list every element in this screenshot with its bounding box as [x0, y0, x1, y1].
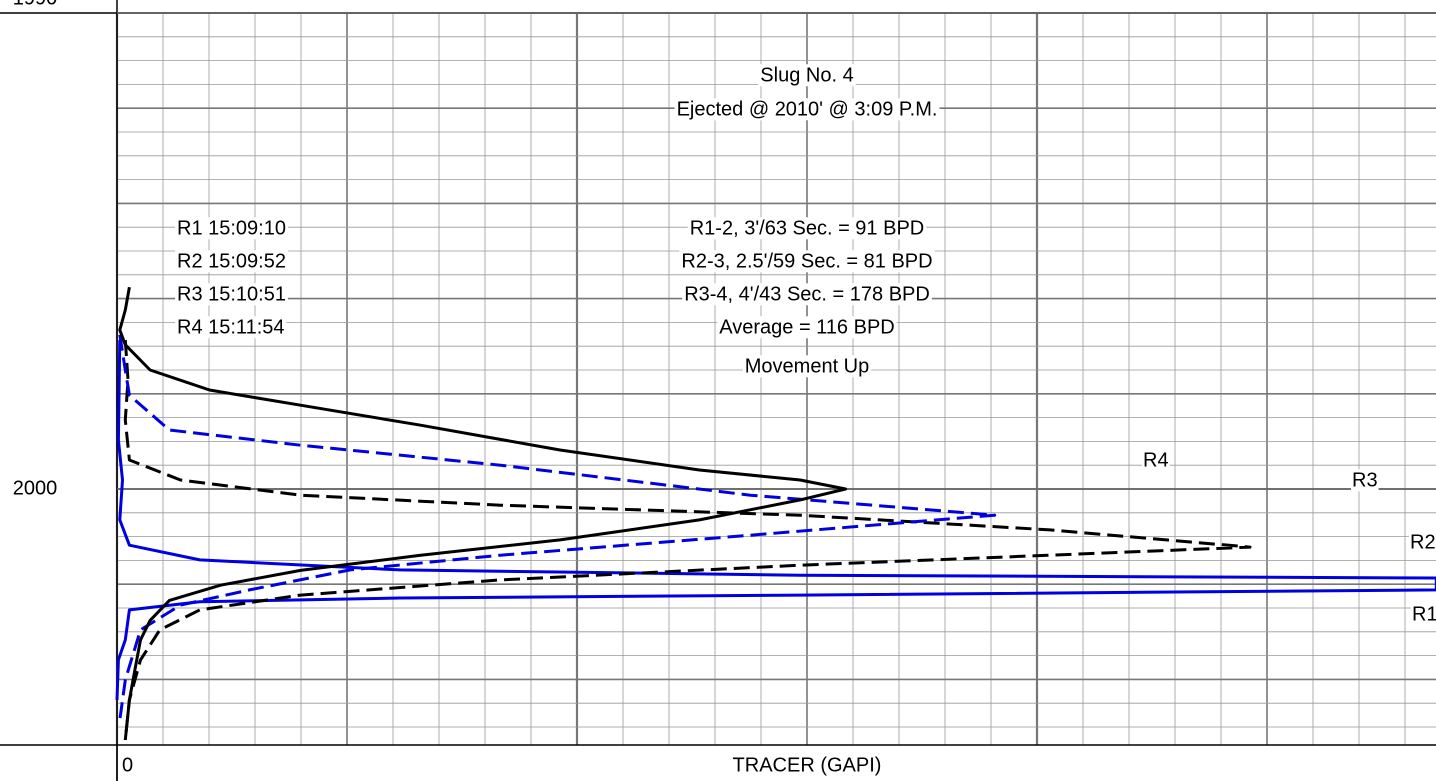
tracer-curve	[123, 339, 1252, 741]
annotation-bg	[717, 316, 897, 339]
tracer-curve	[115, 339, 1436, 700]
annotation: R3-4, 4'/43 Sec. = 178 BPD	[684, 283, 930, 305]
annotation: R3 15:10:51	[177, 283, 286, 305]
annotation-bg	[687, 217, 927, 240]
annotation: R2-3, 2.5'/59 Sec. = 81 BPD	[681, 250, 932, 272]
annotation-bg	[175, 283, 288, 306]
annotation-bg	[758, 64, 856, 87]
curve-label-bg	[1411, 603, 1436, 626]
curve-label-bg	[1142, 449, 1170, 472]
annotation: Ejected @ 2010' @ 3:09 P.M.	[677, 98, 938, 120]
annotation-bg	[674, 98, 940, 121]
curve-label-bg	[1351, 469, 1379, 492]
curve-label: R1	[1412, 603, 1436, 625]
y-tick-label: 1990	[13, 0, 58, 9]
tracer-curve	[118, 334, 997, 721]
x-axis-label: TRACER (GAPI)	[733, 754, 882, 776]
annotation-bg	[742, 355, 872, 378]
curve-label: R2	[1410, 531, 1436, 553]
curve-label: R3	[1352, 469, 1378, 491]
annotation: R1 15:09:10	[177, 217, 286, 239]
annotation: Slug No. 4	[760, 64, 853, 86]
curve-label-bg	[1409, 531, 1436, 554]
annotation: Average = 116 BPD	[719, 316, 895, 338]
annotation-bg	[682, 283, 932, 306]
annotation-bg	[679, 250, 935, 273]
labels: 199020000100TRACER (GAPI)Slug No. 4Eject…	[13, 0, 1436, 776]
annotation: R4 15:11:54	[177, 316, 285, 338]
annotation: R2 15:09:52	[177, 250, 286, 272]
x-tick-label: 0	[122, 754, 133, 776]
annotation: Movement Up	[745, 355, 870, 377]
annotation-bg	[175, 217, 288, 240]
curves	[115, 286, 1436, 741]
annotation: R1-2, 3'/63 Sec. = 91 BPD	[690, 217, 925, 239]
annotation-bg	[175, 250, 288, 273]
tracer-curve	[118, 286, 848, 741]
annotation-bg	[175, 316, 287, 339]
curve-label: R4	[1143, 449, 1169, 471]
y-tick-label: 2000	[13, 477, 58, 499]
